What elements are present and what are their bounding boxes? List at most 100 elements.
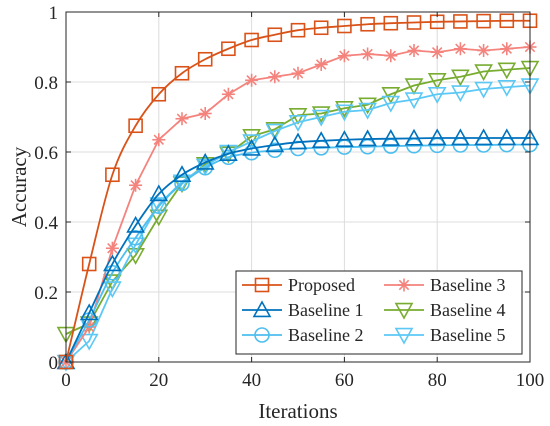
data-point-baseline-3 [152,133,166,147]
data-point-baseline-5 [497,80,517,97]
data-point-baseline-1 [242,138,261,156]
data-point-proposed [406,15,422,30]
plot-frame [65,11,531,363]
data-point-proposed [197,51,213,67]
y-tick-label: 1 [49,3,59,24]
data-point-proposed [476,13,491,29]
data-point-proposed [313,20,329,36]
data-point-baseline-1 [335,130,354,147]
data-point-baseline-4 [126,248,145,265]
data-point-baseline-1 [149,184,169,202]
data-point-baseline-3 [361,47,375,61]
legend-item-baseline-4: Baseline 4 [384,300,505,320]
data-point-baseline-1 [427,128,447,146]
series-line-proposed [65,19,531,363]
legend-marker-proposed [254,277,270,293]
legend-item-baseline-2: Baseline 2 [242,325,363,345]
data-point-proposed [174,65,190,81]
data-point-baseline-1 [195,152,215,170]
data-point-baseline-3 [314,58,328,71]
legend: Proposed Baseline 3 Baseline 1 Baseline 4 Ba… [235,270,523,355]
data-point-baseline-3 [477,44,491,57]
y-tick-label: 0.4 [34,213,58,234]
data-point-baseline-1 [172,165,192,182]
legend-label-baseline-4: Baseline 4 [430,300,505,320]
data-point-baseline-5 [427,87,447,104]
legend-marker-baseline-2 [254,327,270,343]
data-point-baseline-2 [174,175,190,192]
x-tick-label: 40 [242,370,261,391]
data-point-baseline-5 [79,333,99,351]
data-point-baseline-4 [79,316,99,334]
legend-label-baseline-3: Baseline 3 [430,275,505,295]
data-point-baseline-5 [288,115,308,132]
legend-marker-baseline-5 [394,327,414,345]
axis-ticks: 0 20 40 60 80 100 0 0.2 0.4 0.6 0.8 1 [34,3,544,391]
y-axis-title: Accuracy [7,146,31,227]
data-point-baseline-4 [451,69,470,87]
data-point-baseline-5 [381,95,401,113]
legend-marker-baseline-3 [397,278,411,292]
data-point-proposed [221,41,236,57]
series-line-baseline-1 [65,137,530,363]
data-point-baseline-3 [175,112,189,126]
data-point-proposed [383,15,399,31]
data-point-proposed [128,118,143,134]
data-point-proposed [337,18,352,34]
data-point-baseline-5 [451,85,470,103]
data-point-baseline-1 [265,135,285,153]
data-point-baseline-5 [195,158,215,176]
data-point-baseline-1 [404,128,424,146]
data-point-baseline-1 [381,129,401,146]
legend-marker-baseline-1 [252,300,272,318]
data-point-baseline-3 [500,42,514,56]
data-point-baseline-3 [291,66,305,80]
data-point-baseline-3 [407,44,421,57]
data-point-baseline-3 [221,87,235,101]
data-point-baseline-5 [474,81,493,99]
data-point-baseline-5 [311,109,331,127]
data-point-baseline-5 [358,102,377,120]
y-tick-label: 0.2 [34,283,58,304]
data-point-baseline-3 [105,241,119,255]
legend-item-baseline-1: Baseline 1 [242,300,363,320]
data-point-baseline-5 [242,134,261,152]
data-point-proposed [453,14,468,29]
x-tick-label: 0 [61,370,71,391]
legend-box [235,270,523,355]
data-point-baseline-1 [103,254,122,272]
data-point-baseline-5 [103,281,122,299]
data-point-baseline-4 [474,64,493,82]
x-tick-label: 20 [149,370,168,391]
data-point-baseline-3 [384,49,398,63]
x-axis-title: Iterations [258,399,337,423]
data-point-proposed [360,16,375,32]
data-point-proposed [105,167,120,183]
legend-label-baseline-5: Baseline 5 [430,325,505,345]
x-tick-label: 60 [335,370,354,391]
x-tick-label: 80 [428,370,447,391]
data-point-proposed [244,32,259,48]
data-point-baseline-4 [242,129,261,146]
legend-marker-baseline-4 [394,302,414,320]
data-point-baseline-1 [288,132,308,150]
y-tick-label: 0.6 [34,143,58,164]
data-point-baseline-1 [126,215,145,233]
data-point-baseline-1 [474,128,493,146]
data-point-baseline-3 [129,178,143,192]
data-point-baseline-2 [151,198,167,215]
x-tick-label: 100 [516,370,545,391]
data-point-baseline-1 [451,128,470,146]
data-point-proposed [81,256,97,272]
data-point-baseline-4 [358,97,377,115]
data-point-baseline-3 [430,45,444,59]
data-point-proposed [499,13,515,29]
data-point-baseline-4 [427,73,447,90]
data-point-baseline-4 [381,87,401,104]
data-point-baseline-1 [219,144,238,161]
data-point-baseline-4 [335,101,354,118]
data-point-baseline-3 [453,42,467,56]
data-point-baseline-4 [497,62,517,80]
